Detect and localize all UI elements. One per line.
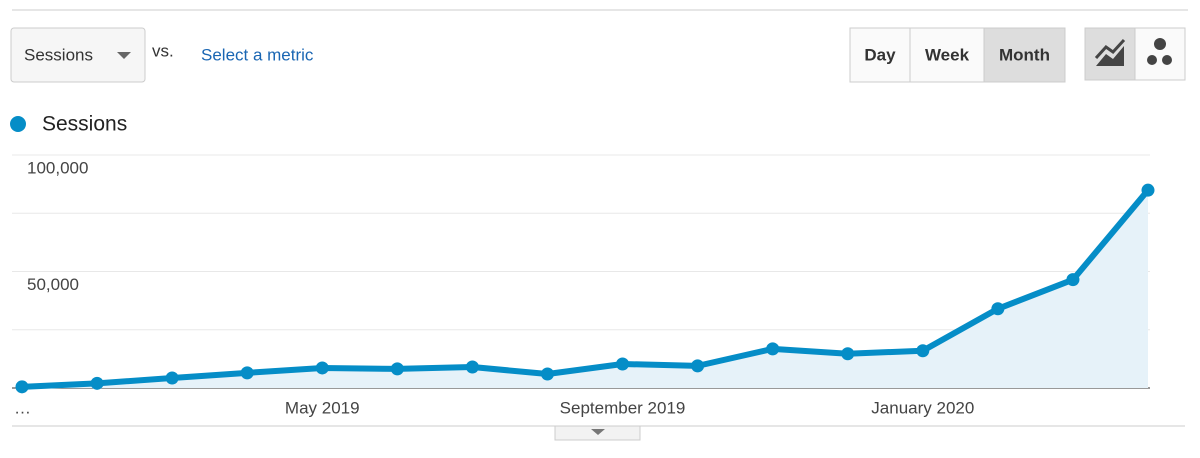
line: [21, 188, 1151, 390]
point: [1141, 183, 1155, 197]
period-button[interactable]: [849, 27, 911, 83]
x-tick-label: January 2020: [871, 398, 974, 417]
point: [991, 302, 1005, 316]
point: [465, 360, 479, 374]
point: [1066, 273, 1080, 287]
point: [165, 371, 179, 385]
point: [90, 376, 104, 390]
point: [841, 347, 855, 361]
x-tick-label: May 2019: [285, 398, 360, 417]
chart: 50,000 100,000 … May 2019 September 2019 Janu…: [12, 154, 1155, 417]
y-tick-label: 100,000: [27, 158, 88, 177]
x-tick-label: …: [14, 398, 31, 417]
period-label: Month: [999, 45, 1050, 64]
period-button[interactable]: [909, 27, 985, 83]
point: [240, 366, 254, 380]
point: [15, 380, 29, 394]
line-chart-button[interactable]: [1084, 27, 1136, 81]
motion-chart-button[interactable]: [1134, 27, 1186, 81]
expand-tab[interactable]: [554, 425, 641, 441]
compare-link[interactable]: Select a metric: [201, 45, 314, 64]
point: [616, 357, 630, 371]
legend-dot: [10, 116, 26, 132]
period-button[interactable]: [983, 27, 1066, 83]
area: [22, 190, 1148, 388]
point: [540, 367, 554, 381]
period-label: Day: [864, 45, 896, 64]
metric-dropdown[interactable]: Sessions: [10, 27, 146, 83]
x-tick-label: September 2019: [560, 398, 686, 417]
point: [691, 359, 705, 373]
dropdown-label: Sessions: [24, 45, 93, 64]
legend-label: Sessions: [42, 113, 127, 136]
period-buttons: Day Week Month: [849, 27, 1066, 83]
point: [315, 361, 329, 375]
period-label: Week: [925, 45, 970, 64]
point: [390, 362, 404, 376]
vs-label: vs.: [152, 41, 174, 60]
point: [916, 344, 930, 358]
chart-type-buttons: [1084, 27, 1186, 81]
point: [766, 342, 780, 356]
y-tick-label: 50,000: [27, 275, 79, 294]
